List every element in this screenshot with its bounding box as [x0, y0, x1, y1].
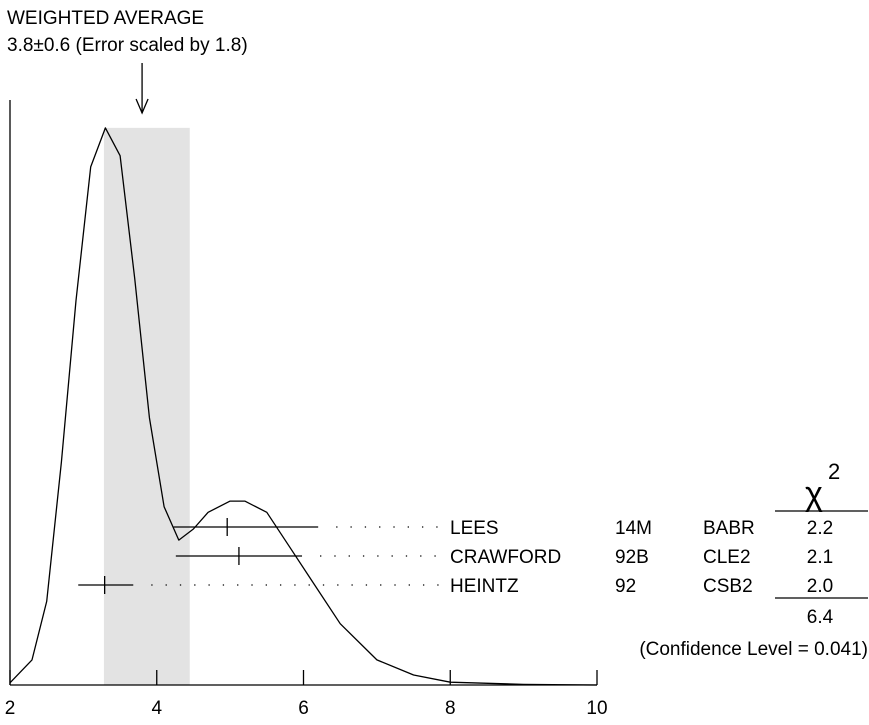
confidence-level: (Confidence Level = 0.041) [639, 639, 868, 660]
chi2-value: 2.0 [807, 576, 833, 597]
measurement-ref: 92B [615, 547, 649, 568]
chi2-value: 2.2 [807, 518, 833, 539]
chi2-value: 2.1 [807, 547, 833, 568]
chi2-total: 6.4 [807, 607, 834, 628]
measurement-tech: BABR [703, 518, 755, 539]
chart-subtitle: 3.8±0.6 (Error scaled by 1.8) [7, 35, 248, 56]
measurement-name: LEES [450, 518, 499, 539]
measurement-tech: CLE2 [703, 547, 751, 568]
measurement-ref: 92 [615, 576, 636, 597]
chi2-power: 2 [828, 459, 840, 484]
average-arrowhead [135, 98, 149, 115]
ideogram-curve [9, 127, 598, 686]
error-band [103, 127, 190, 686]
measurement-name: HEINTZ [450, 576, 519, 597]
measurement-name: CRAWFORD [450, 547, 561, 568]
measurement-ref: 14M [615, 518, 652, 539]
x-tick-label: 10 [586, 698, 607, 719]
x-tick-label: 2 [5, 698, 16, 719]
x-tick-label: 8 [445, 698, 456, 719]
chart-title: WEIGHTED AVERAGE [7, 8, 204, 29]
chi2-symbol: χ [805, 475, 823, 513]
measurement-tech: CSB2 [703, 576, 753, 597]
x-tick-label: 4 [151, 698, 162, 719]
x-tick-label: 6 [298, 698, 309, 719]
